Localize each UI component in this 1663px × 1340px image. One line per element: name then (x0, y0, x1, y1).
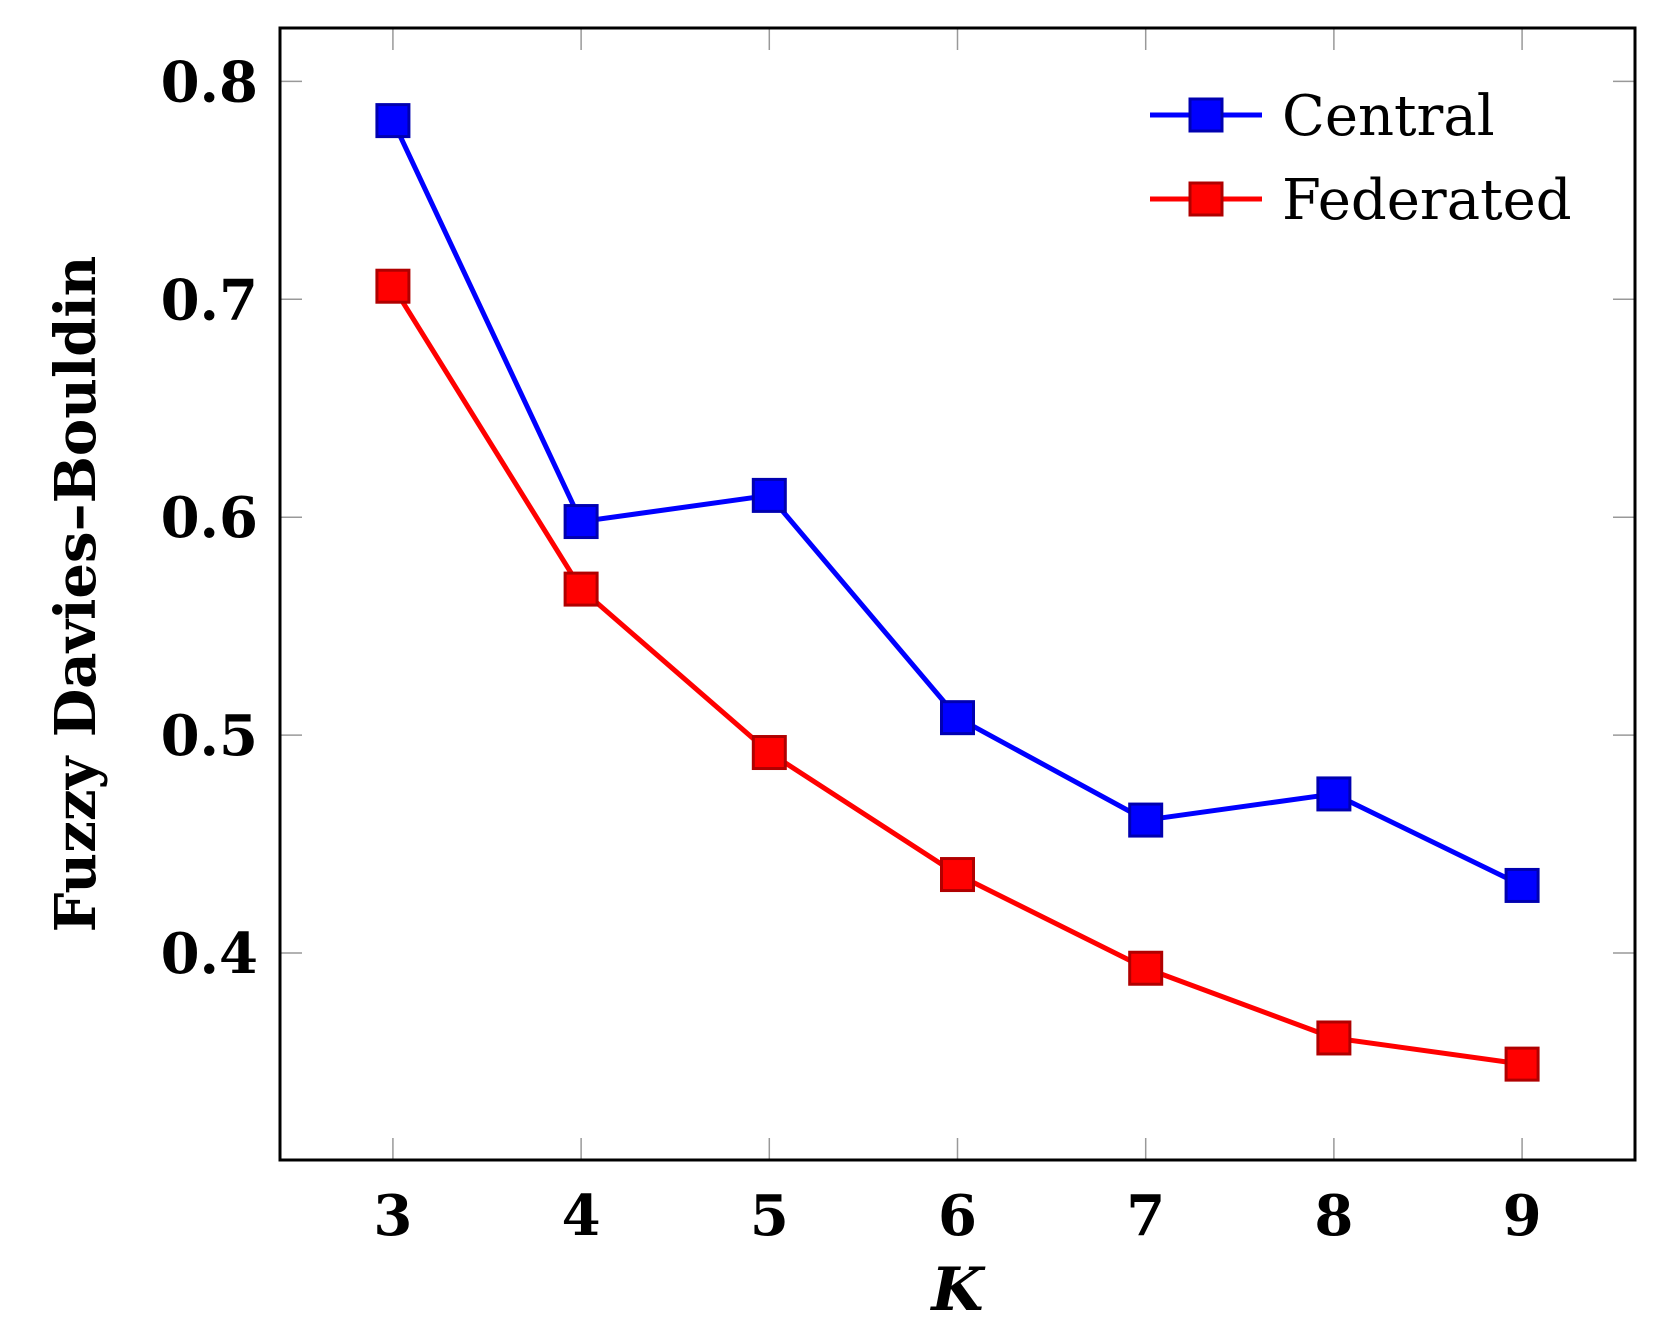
data-point-federated (1316, 1020, 1352, 1056)
data-point-central (940, 700, 975, 736)
x-tick-label: 7 (1126, 1183, 1165, 1249)
x-tick-label: 8 (1314, 1183, 1353, 1249)
x-tick-label: 9 (1503, 1183, 1542, 1249)
y-axis-tick-labels: 0.4 0.5 0.6 0.7 0.8 (161, 49, 258, 987)
data-point-federated (751, 735, 787, 771)
data-point-federated (1504, 1046, 1540, 1082)
series-layer (375, 103, 1540, 1082)
x-axis-tick-labels: 3 4 5 6 7 8 9 (373, 1183, 1541, 1249)
legend-label: Central (1282, 84, 1495, 149)
x-tick-label: 3 (373, 1183, 412, 1249)
series-line-federated (390, 284, 1523, 1067)
series-federated (375, 268, 1540, 1082)
data-point-central (1128, 802, 1164, 838)
x-tick-label: 6 (938, 1183, 977, 1249)
data-point-federated (563, 571, 599, 607)
x-axis-title: K (929, 1255, 986, 1325)
y-axis-title: Fuzzy Davies–Bouldin (43, 256, 109, 933)
data-point-central (1316, 776, 1352, 812)
data-point-central (563, 504, 599, 540)
legend-entry-federated: Federated (1150, 168, 1572, 233)
data-point-central (375, 103, 411, 139)
y-tick-label: 0.5 (161, 703, 258, 769)
data-point-central (751, 477, 787, 513)
tick-marks (280, 28, 1635, 1160)
data-point-federated (940, 857, 975, 893)
x-tick-label: 4 (562, 1183, 601, 1249)
legend-marker (1188, 181, 1224, 217)
y-tick-label: 0.7 (161, 267, 258, 333)
series-line-central (390, 119, 1524, 888)
x-tick-label: 5 (750, 1183, 789, 1249)
data-point-federated (1128, 950, 1164, 986)
y-tick-label: 0.8 (161, 49, 258, 115)
data-point-central (1504, 867, 1540, 903)
legend-label: Federated (1282, 168, 1572, 233)
y-tick-label: 0.6 (161, 485, 258, 551)
series-central (375, 103, 1540, 903)
legend-marker (1188, 97, 1224, 133)
legend-entry-central: Central (1150, 84, 1495, 149)
data-point-federated (375, 268, 411, 304)
y-tick-label: 0.4 (161, 921, 258, 987)
plot-frame (278, 26, 1637, 1162)
legend: Central Federated (1150, 84, 1572, 233)
